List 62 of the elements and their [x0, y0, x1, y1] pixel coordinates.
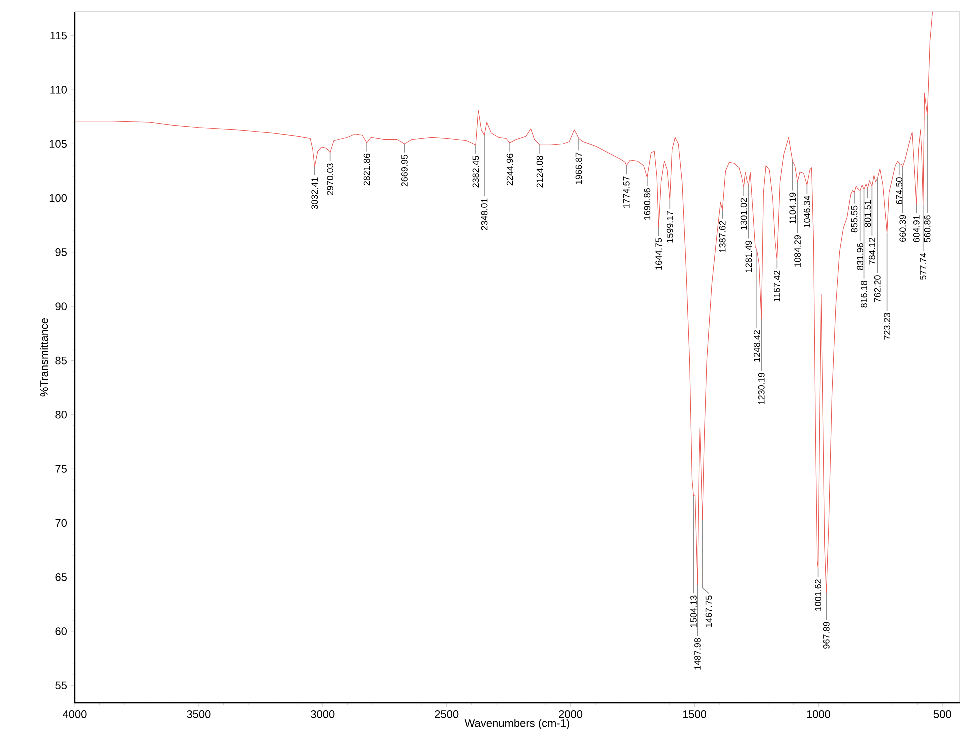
- annotation: 1301.02: [740, 198, 748, 230]
- x-tick-label: 2000: [559, 710, 583, 718]
- x-axis-title: Wavenumbers (cm-1): [464, 719, 570, 730]
- annotation: 723.23: [884, 313, 890, 340]
- x-tick-label: 500: [934, 710, 952, 718]
- annotation: 801.51: [864, 200, 872, 228]
- annotation: 784.12: [869, 238, 876, 265]
- x-tick-label: 1000: [807, 710, 830, 718]
- annotation: 762.20: [874, 276, 881, 302]
- annotation: 831.96: [857, 243, 864, 270]
- annotation: 1046.34: [804, 196, 810, 228]
- annotation: 1467.75: [706, 596, 712, 628]
- annotation: 577.74: [920, 253, 927, 280]
- annotation: 2382.45: [472, 156, 480, 188]
- y-tick-label: 115: [50, 32, 67, 40]
- annotation: 2348.01: [481, 198, 488, 230]
- annotation: 2669.95: [402, 154, 408, 187]
- y-tick-label: 95: [56, 248, 67, 256]
- annotation: 1230.19: [758, 373, 765, 404]
- annotation: 2124.08: [536, 156, 544, 188]
- annotation: 1001.62: [815, 580, 822, 611]
- y-tick-label: 55: [56, 682, 67, 690]
- annotation: 1387.62: [719, 221, 726, 252]
- annotation: 604.91: [913, 216, 920, 242]
- x-tick-label: 3500: [187, 710, 211, 718]
- annotation: 1644.75: [656, 238, 662, 270]
- annotation: 3032.41: [312, 178, 318, 210]
- y-tick-label: 65: [56, 573, 67, 582]
- annotation: 816.18: [861, 281, 868, 308]
- annotation: 967.89: [823, 622, 830, 649]
- annotation: 1248.42: [754, 330, 760, 362]
- annotation: 1084.29: [794, 236, 801, 267]
- y-tick-label: 110: [50, 86, 68, 94]
- annotation: 660.39: [900, 215, 906, 242]
- x-tick-label: 1500: [683, 710, 707, 718]
- x-tick-label: 2500: [435, 710, 459, 718]
- y-tick-label: 70: [56, 519, 68, 528]
- y-axis-title: %Transmittance: [40, 318, 48, 397]
- annotation: 1599.17: [666, 211, 674, 243]
- annotation: 1690.86: [644, 188, 651, 220]
- annotation: 2970.03: [327, 164, 334, 196]
- annotation: 855.55: [851, 206, 858, 233]
- annotation: 1774.57: [624, 176, 630, 208]
- annotation: 2244.96: [506, 154, 514, 186]
- annotation: 1504.13: [690, 596, 697, 628]
- y-tick-label: 75: [56, 465, 67, 473]
- y-tick-label: 80: [56, 411, 68, 419]
- y-tick-label: 100: [50, 194, 68, 202]
- x-tick-label: 3000: [311, 710, 335, 718]
- y-tick-label: 90: [56, 302, 68, 310]
- y-tick-label: 60: [56, 628, 68, 636]
- y-tick-label: 85: [56, 356, 67, 365]
- annotation: 2821.86: [364, 154, 370, 186]
- annotation: 1281.49: [746, 240, 752, 272]
- annotation: 560.86: [924, 216, 931, 242]
- y-tick-label: 105: [50, 140, 67, 148]
- annotation: 1966.87: [576, 152, 582, 184]
- x-tick-label: 4000: [63, 710, 87, 718]
- annotation: 1487.98: [694, 638, 701, 670]
- annotation: 1104.19: [790, 192, 796, 224]
- annotation: 674.50: [896, 178, 903, 204]
- annotation: 1167.42: [774, 270, 780, 302]
